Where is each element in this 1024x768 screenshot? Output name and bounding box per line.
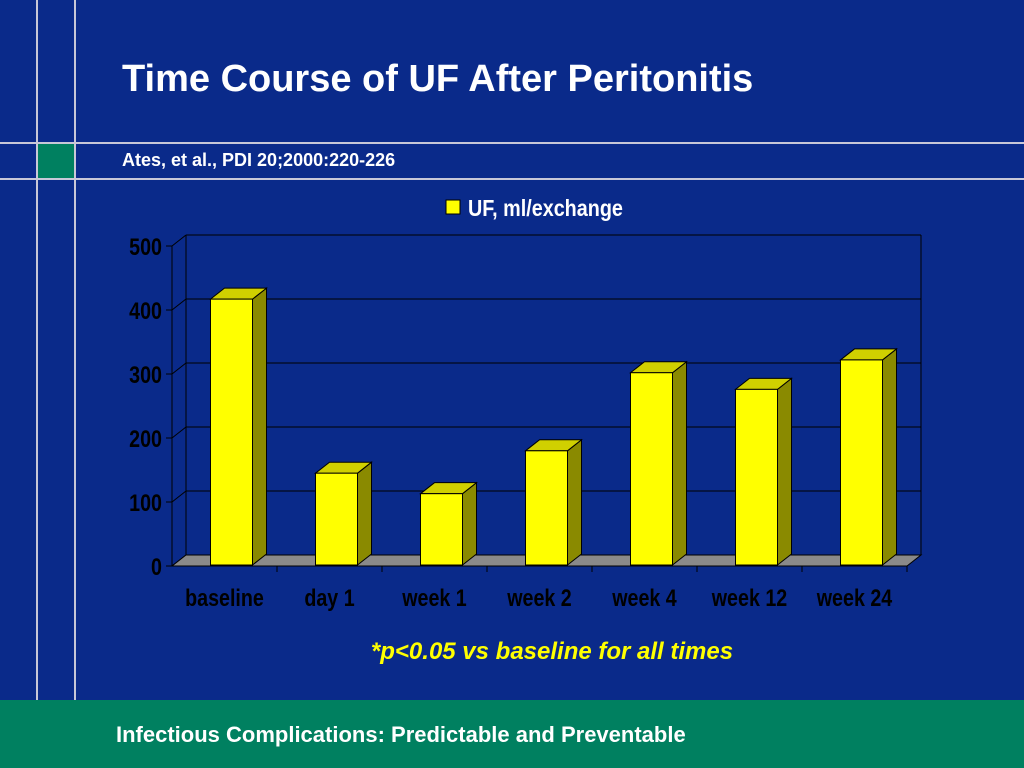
bar	[630, 372, 673, 566]
legend-label: UF, ml/exchange	[468, 196, 623, 222]
slide-citation: Ates, et al., PDI 20;2000:220-226	[122, 150, 396, 170]
y-tick-label: 200	[129, 425, 162, 452]
x-tick-label: week 1	[401, 584, 466, 611]
y-depth-tick	[171, 298, 187, 311]
chart-x-tick-labels: baseline day 1 week 1 week 2 week 4 week 12 we…	[185, 566, 908, 611]
y-tick-label: 0	[151, 553, 162, 580]
bar	[315, 472, 358, 566]
footnote: *p<0.05 vs baseline for all times	[371, 638, 733, 665]
x-tick-label: week 2	[506, 584, 571, 611]
y-depth-tick	[171, 362, 187, 375]
y-tick-label: 300	[129, 361, 162, 388]
x-tick-label: day 1	[304, 584, 354, 611]
y-tick-label: 400	[129, 297, 162, 324]
bar	[840, 359, 883, 566]
decor-green-square	[38, 144, 74, 178]
decor-vertical-line-left	[36, 0, 38, 700]
decor-horizontal-line-bottom	[0, 178, 1024, 180]
bar-side	[672, 360, 687, 567]
slide-title: Time Course of UF After Peritonitis	[122, 58, 754, 100]
bar	[210, 298, 253, 566]
decor-horizontal-line-top	[0, 142, 1024, 144]
uf-bar-chart: 0 100 200 300 400 500 baseline day 1 week 1 week…	[129, 196, 923, 665]
y-depth-tick	[171, 234, 187, 247]
legend-swatch	[445, 199, 461, 215]
bar	[420, 493, 463, 566]
x-tick-label: baseline	[185, 584, 264, 611]
chart-bars	[209, 287, 898, 567]
bar	[525, 450, 568, 566]
bar-side	[567, 438, 582, 567]
x-tick-label: week 4	[611, 584, 677, 611]
chart-legend: UF, ml/exchange	[445, 196, 623, 222]
decor-vertical-line-right	[74, 0, 76, 700]
x-tick-label: week 12	[711, 584, 787, 611]
bar-side	[777, 377, 792, 567]
footer-text: Infectious Complications: Predictable an…	[116, 722, 686, 747]
bar-side	[357, 461, 372, 567]
y-tick-label: 500	[129, 233, 162, 260]
chart-axes	[171, 235, 922, 566]
y-tick-label: 100	[129, 489, 162, 516]
footer-bar	[0, 700, 1024, 768]
x-tick-label: week 24	[816, 584, 893, 611]
bar-side	[462, 481, 477, 567]
bar	[735, 388, 778, 566]
bar-side	[882, 347, 897, 567]
chart-y-tick-labels: 0 100 200 300 400 500	[129, 233, 162, 580]
bar-side	[252, 287, 267, 567]
y-depth-tick	[171, 426, 187, 439]
y-depth-tick	[171, 490, 187, 503]
